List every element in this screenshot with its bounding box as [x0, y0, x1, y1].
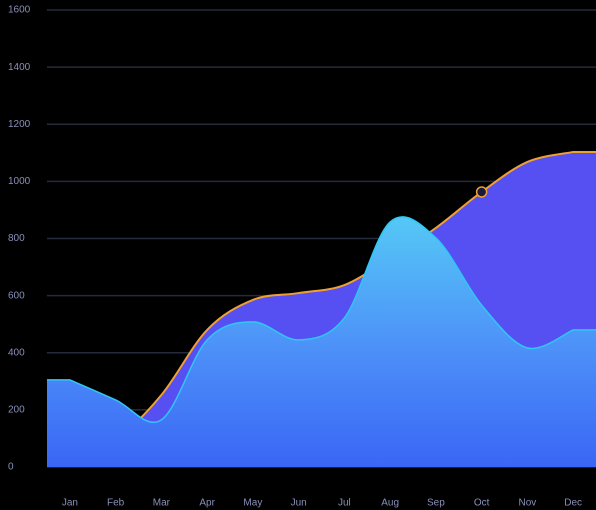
y-tick-label: 1200 — [8, 119, 31, 130]
x-tick-label: Mar — [153, 498, 171, 509]
y-tick-label: 400 — [8, 347, 25, 358]
x-tick-label: Apr — [199, 498, 215, 509]
x-tick-label: Aug — [381, 498, 399, 509]
x-tick-label: Nov — [518, 498, 536, 509]
y-tick-label: 200 — [8, 405, 25, 416]
x-tick-label: Jul — [338, 498, 351, 509]
x-tick-label: Dec — [564, 498, 582, 509]
y-tick-label: 1600 — [8, 5, 31, 16]
y-tick-label: 0 — [8, 462, 14, 473]
x-tick-label: May — [243, 498, 262, 509]
highlight-point — [475, 186, 488, 198]
y-tick-label: 1000 — [8, 176, 31, 187]
x-tick-label: Oct — [474, 498, 490, 509]
x-tick-label: Jun — [291, 498, 307, 509]
y-tick-label: 800 — [8, 233, 25, 244]
line — [47, 216, 596, 423]
line — [47, 150, 596, 461]
x-tick-label: Feb — [107, 498, 125, 509]
area — [47, 216, 596, 467]
y-tick-label: 600 — [8, 290, 25, 301]
x-tick-label: Sep — [427, 498, 445, 509]
x-tick-label: Jan — [62, 498, 78, 509]
y-tick-label: 1400 — [8, 62, 31, 73]
